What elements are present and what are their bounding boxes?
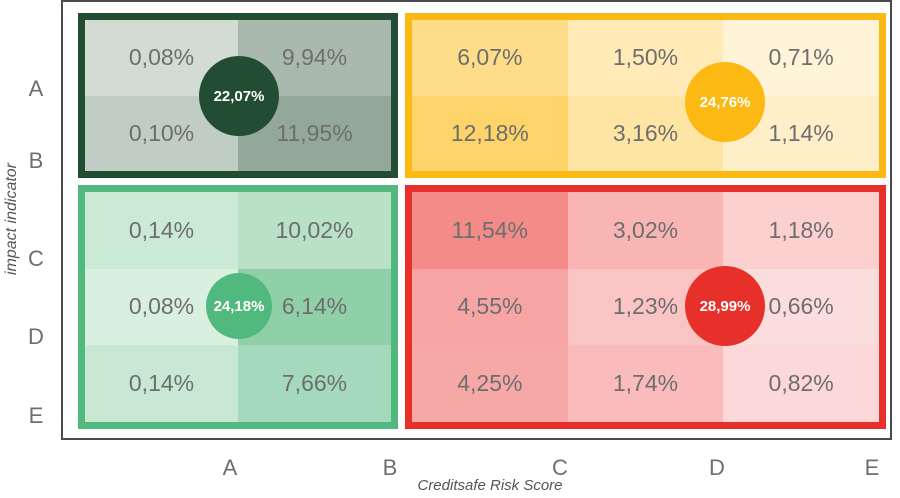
chart-frame [61,0,892,440]
x-tick-label: B [382,455,398,480]
heatmap-cell: 0,82% [723,345,879,422]
y-tick-label: B [28,148,44,173]
y-tick-label: C [28,246,44,271]
heatmap-cell: 11,95% [238,95,391,171]
heatmap-cell: 11,54% [412,192,568,269]
quadrant-total-badge: 24,18% [206,273,272,339]
heatmap-cell: 4,25% [412,345,568,422]
quadrant-top-right: 6,07% 1,50% 0,71% 12,18% 3,16% 1,14% [405,13,886,178]
heatmap-cell: 9,94% [238,20,391,96]
heatmap-cell: 6,07% [412,20,568,96]
quadrant-total-badge: 22,07% [199,56,279,136]
quadrant-total-badge: 28,99% [685,266,765,346]
quadrant-bottom-left: 0,14% 10,02% 0,08% 6,14% 0,14% 7,66% [78,185,398,429]
x-tick-label: E [864,455,880,480]
heatmap-cell: 0,14% [85,192,238,269]
heatmap-cell: 12,18% [412,95,568,171]
x-tick-label: C [552,455,568,480]
x-axis-title: Creditsafe Risk Score [417,477,563,494]
heatmap-cell: 0,14% [85,345,238,422]
y-tick-label: E [28,403,44,428]
heatmap-cell: 7,66% [238,345,391,422]
heatmap-cell: 10,02% [238,192,391,269]
quadrant-top-left: 0,08% 9,94% 0,10% 11,95% [78,13,398,178]
y-tick-label: D [28,324,44,349]
quadrant-bottom-right: 11,54% 3,02% 1,18% 4,55% 1,23% 0,66% 4,25% 1,74… [405,185,886,429]
y-axis-title: impact indicator [3,162,20,276]
heatmap-cell: 1,50% [567,20,724,96]
y-tick-label: A [28,76,44,101]
heatmap-cell: 1,74% [567,345,724,422]
quadrant-total-badge: 24,76% [685,62,765,142]
heatmap-cell: 3,02% [567,192,724,269]
heatmap-cell: 4,55% [412,268,568,346]
x-tick-label: A [222,455,238,480]
x-tick-label: D [709,455,725,480]
heatmap-cell: 1,18% [723,192,879,269]
